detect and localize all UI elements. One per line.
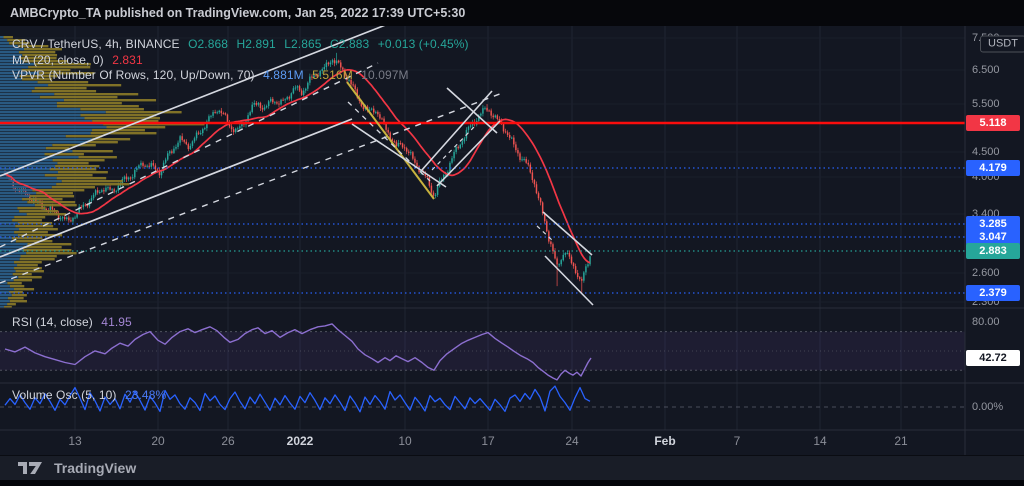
yellow-trendline[interactable] [346, 81, 435, 200]
volume-osc-value: 23.48% [124, 388, 167, 402]
ma-legend[interactable]: MA (20, close, 0) 2.831 [12, 53, 148, 67]
steep-asc-bottom[interactable] [436, 120, 501, 187]
x-cross-descending[interactable] [446, 87, 498, 134]
steep-asc-mid-dashed[interactable] [431, 123, 478, 171]
vpvr-label[interactable]: VPVR (Number Of Rows, 120, Up/Down, 70) [12, 68, 255, 82]
tradingview-logo-icon[interactable] [18, 460, 44, 476]
desc-channel-bottom[interactable] [544, 255, 594, 306]
time-tick-17[interactable]: 17 [481, 434, 495, 448]
publish-bar: AMBCrypto_TA published on TradingView.co… [0, 0, 1024, 26]
vpvr-up-value: 4.881M [263, 68, 304, 82]
price-badge-3.285: 3.285 [966, 216, 1020, 232]
mid-descending-dashed[interactable] [347, 101, 431, 182]
trendline-drawings[interactable] [0, 23, 594, 306]
asc-channel-mid-dashed[interactable] [0, 62, 379, 248]
publish-text: AMBCrypto_TA published on TradingView.co… [10, 6, 466, 20]
price-tick-2.600: 2.600 [972, 267, 1000, 279]
time-tick-10[interactable]: 10 [398, 434, 412, 448]
price-badge-2.883: 2.883 [966, 243, 1020, 259]
asc-channel-top[interactable] [0, 23, 389, 177]
asc-channel-bottom[interactable] [0, 118, 353, 258]
price-levels[interactable] [0, 121, 965, 294]
long-dashed-support[interactable] [0, 91, 506, 284]
ma-line [4, 68, 591, 264]
ohlc-low: L2.865 [284, 37, 322, 51]
rsi-panel [0, 323, 965, 381]
time-tick-2022[interactable]: 2022 [286, 434, 314, 448]
symbol-legend[interactable]: CRV / TetherUS, 4h, BINANCE O2.868 H2.89… [12, 37, 474, 51]
price-tick-0.00%: 0.00% [972, 401, 1004, 413]
ohlc-open: O2.868 [188, 37, 229, 51]
ohlc-change: +0.013 (+0.45%) [377, 37, 469, 51]
volume-osc-panel [0, 385, 965, 413]
panel-separators [0, 25, 1024, 455]
vpvr-down-value: 5.516M [312, 68, 353, 82]
symbol-title[interactable]: CRV / TetherUS, 4h, BINANCE [12, 37, 180, 51]
ohlc-close: C2.883 [329, 37, 370, 51]
gridlines [0, 25, 965, 430]
footer-bar: TradingView [0, 455, 1024, 480]
time-tick-13[interactable]: 13 [68, 434, 82, 448]
price-tick-80.00: 80.00 [972, 316, 1000, 328]
price-badge-2.379: 2.379 [966, 285, 1020, 301]
volume-osc-legend[interactable]: Volume Osc (5, 10) 23.48% [12, 388, 171, 402]
currency-badge[interactable]: USDT [980, 35, 1024, 53]
price-badge-5.118: 5.118 [966, 115, 1020, 131]
time-tick-14[interactable]: 14 [813, 434, 827, 448]
price-tick-4.500: 4.500 [972, 146, 1000, 158]
time-tick-24[interactable]: 24 [565, 434, 579, 448]
time-tick-20[interactable]: 20 [151, 434, 165, 448]
rsi-legend[interactable]: RSI (14, close) 41.95 [12, 315, 137, 329]
rsi-value: 41.95 [101, 315, 132, 329]
price-tick-5.500: 5.500 [972, 98, 1000, 110]
price-tick-6.500: 6.500 [972, 64, 1000, 76]
time-tick-Feb[interactable]: Feb [654, 434, 676, 448]
footer-brand-text[interactable]: TradingView [54, 460, 137, 476]
rsi-label[interactable]: RSI (14, close) [12, 315, 93, 329]
time-tick-21[interactable]: 21 [894, 434, 908, 448]
ma-value: 2.831 [112, 53, 143, 67]
vpvr-total-value: 10.097M [361, 68, 409, 82]
steep-asc-top[interactable] [420, 90, 493, 172]
desc-channel-top[interactable] [542, 211, 593, 256]
mid-descending-solid[interactable] [351, 123, 447, 188]
vpvr-legend[interactable]: VPVR (Number Of Rows, 120, Up/Down, 70) … [12, 68, 414, 82]
price-badge-3.047: 3.047 [966, 229, 1020, 245]
time-tick-7[interactable]: 7 [733, 434, 741, 448]
price-badge-42.72: 42.72 [966, 350, 1020, 366]
price-badge-4.179: 4.179 [966, 160, 1020, 176]
vpvr-profile [0, 36, 205, 308]
desc-channel-mid-dashed[interactable] [536, 225, 553, 241]
ohlc-high: H2.891 [236, 37, 276, 51]
volume-osc-label[interactable]: Volume Osc (5, 10) [12, 388, 117, 402]
ma-label[interactable]: MA (20, close, 0) [12, 53, 104, 67]
bottom-strip [0, 480, 1024, 486]
time-tick-26[interactable]: 26 [221, 434, 235, 448]
